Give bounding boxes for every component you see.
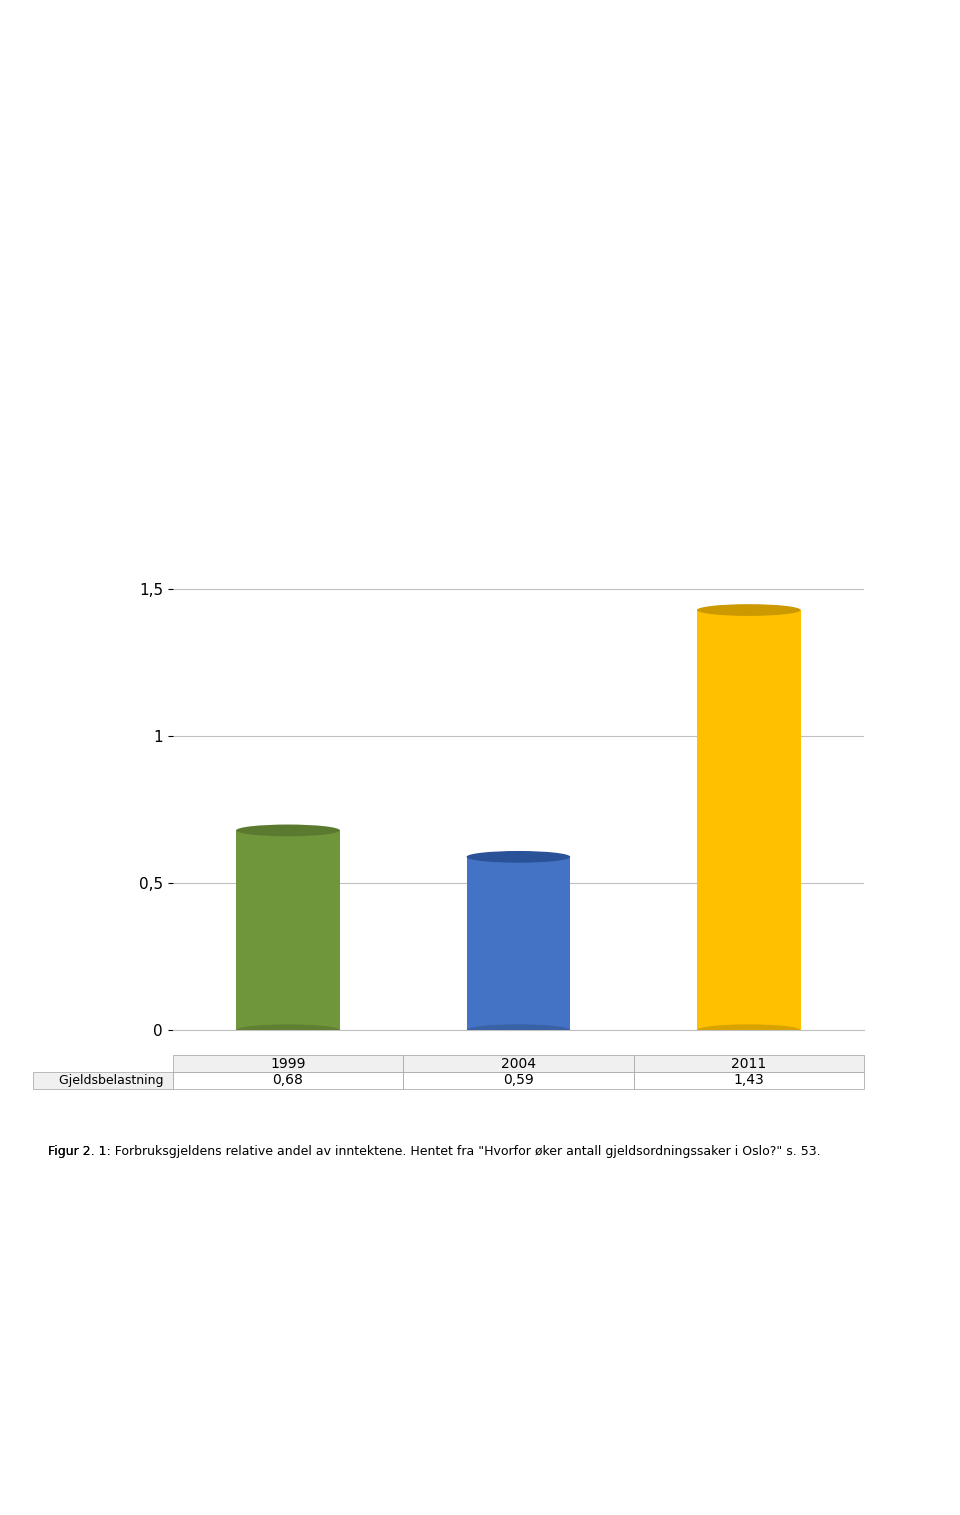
Ellipse shape (467, 1024, 570, 1036)
Ellipse shape (236, 1024, 340, 1036)
Ellipse shape (697, 1024, 801, 1036)
Bar (467, 857, 570, 1030)
Bar (236, 830, 340, 1030)
Ellipse shape (236, 824, 340, 836)
Ellipse shape (467, 851, 570, 862)
Ellipse shape (697, 604, 801, 617)
Bar (697, 611, 801, 1030)
Text: Figur 2. 1: Forbruksgjeldens relative andel av inntektene. Hentet fra "Hvorfor ø: Figur 2. 1: Forbruksgjeldens relative an… (48, 1145, 821, 1157)
Text: Figur 2. 1:: Figur 2. 1: (48, 1145, 115, 1157)
